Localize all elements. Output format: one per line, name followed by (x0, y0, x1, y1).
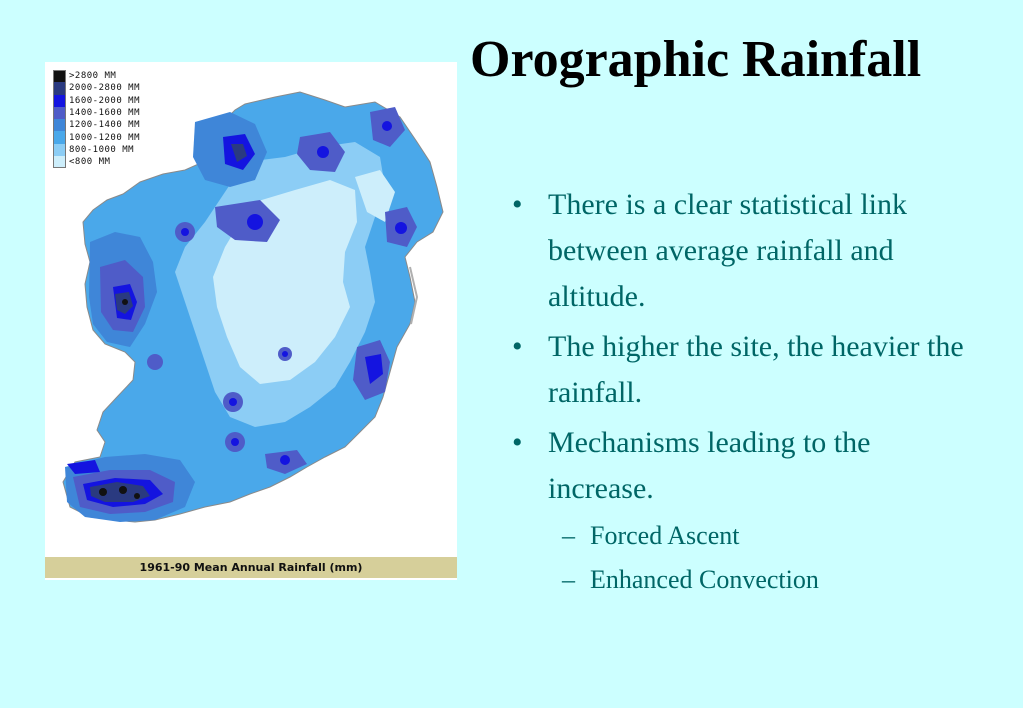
kerry-peak-3 (134, 493, 140, 499)
legend-item: 1600-2000 MM (53, 94, 193, 107)
rainfall-map-panel: >2800 MM 2000-2800 MM 1600-2000 MM 1400-… (45, 62, 457, 580)
bullet-text: Mechanisms leading to the increase. (548, 426, 871, 505)
legend-item: 800-1000 MM (53, 143, 193, 157)
sub-bullet-marker: – (562, 565, 575, 594)
legend-label: 2000-2800 MM (69, 83, 141, 94)
bullet-marker: • (512, 330, 523, 363)
slide-title: Orographic Rainfall (470, 31, 922, 88)
bullet-list: • There is a clear statistical link betw… (512, 182, 982, 606)
kerry-peak-2 (119, 486, 127, 494)
map-caption-bar: 1961-90 Mean Annual Rainfall (mm) (45, 557, 457, 578)
legend-item: 1000-1200 MM (53, 131, 193, 144)
northeast-1600-2000 (382, 121, 392, 131)
legend-item: 2000-2800 MM (53, 82, 193, 95)
kerry-north-1600 (67, 460, 100, 474)
south-1600-2000 (280, 455, 290, 465)
bullet-text: The higher the site, the heavier the rai… (548, 330, 964, 409)
legend-swatch (53, 119, 66, 132)
northwest-2000-2800 (231, 144, 247, 162)
west-peak-over-2800 (122, 299, 128, 305)
legend-item: 1400-1600 MM (53, 106, 193, 120)
legend-label: 1400-1600 MM (69, 108, 141, 119)
east-coast-1600-2000 (395, 222, 407, 234)
legend-swatch (53, 82, 66, 95)
legend-label: >2800 MM (69, 71, 117, 82)
bullet-item: • The higher the site, the heavier the r… (512, 324, 982, 416)
legend-swatch (53, 143, 66, 157)
bullet-item: • There is a clear statistical link betw… (512, 182, 982, 320)
ireland-rainfall-map (62, 91, 444, 523)
legend-item: 1200-1400 MM (53, 119, 193, 132)
legend-swatch (53, 131, 66, 144)
sub-bullet-text: Enhanced Convection (590, 565, 819, 594)
east-coast-edge (409, 266, 419, 325)
bullet-marker: • (512, 426, 523, 459)
sligo-1600-2000 (247, 214, 263, 230)
midland-spot-2-core (229, 398, 237, 406)
legend-swatch (53, 106, 66, 120)
map-caption: 1961-90 Mean Annual Rainfall (mm) (139, 561, 363, 574)
wicklow-1600-2000 (365, 354, 383, 384)
rainfall-legend: >2800 MM 2000-2800 MM 1600-2000 MM 1400-… (53, 70, 193, 169)
sub-bullet-marker: – (562, 521, 575, 550)
midland-spot-4-core (231, 438, 239, 446)
legend-label: 800-1000 MM (69, 144, 135, 155)
sub-bullet-item: – Forced Ascent (548, 514, 982, 558)
legend-label: 1000-1200 MM (69, 132, 141, 143)
legend-label: 1600-2000 MM (69, 95, 141, 106)
sub-bullet-item: – Enhanced Convection (548, 558, 982, 602)
north-1600-2000 (317, 146, 329, 158)
bullet-item: • Mechanisms leading to the increase. – … (512, 420, 982, 602)
bullet-marker: • (512, 188, 523, 221)
sub-bullet-list: – Forced Ascent – Enhanced Convection (548, 514, 982, 602)
bullet-text: There is a clear statistical link betwee… (548, 188, 908, 313)
kerry-peak-1 (99, 488, 107, 496)
sub-bullet-text: Forced Ascent (590, 521, 740, 550)
legend-label: <800 MM (69, 157, 111, 168)
legend-item: >2800 MM (53, 70, 193, 83)
legend-label: 1200-1400 MM (69, 120, 141, 131)
midland-spot-3 (147, 354, 163, 370)
midland-spot-1-core (282, 351, 288, 357)
legend-swatch (53, 156, 66, 169)
legend-swatch (53, 70, 66, 83)
legend-item: <800 MM (53, 156, 193, 169)
legend-swatch (53, 94, 66, 107)
east-dry-patch (355, 170, 395, 222)
midwest-spot-1600 (181, 228, 189, 236)
